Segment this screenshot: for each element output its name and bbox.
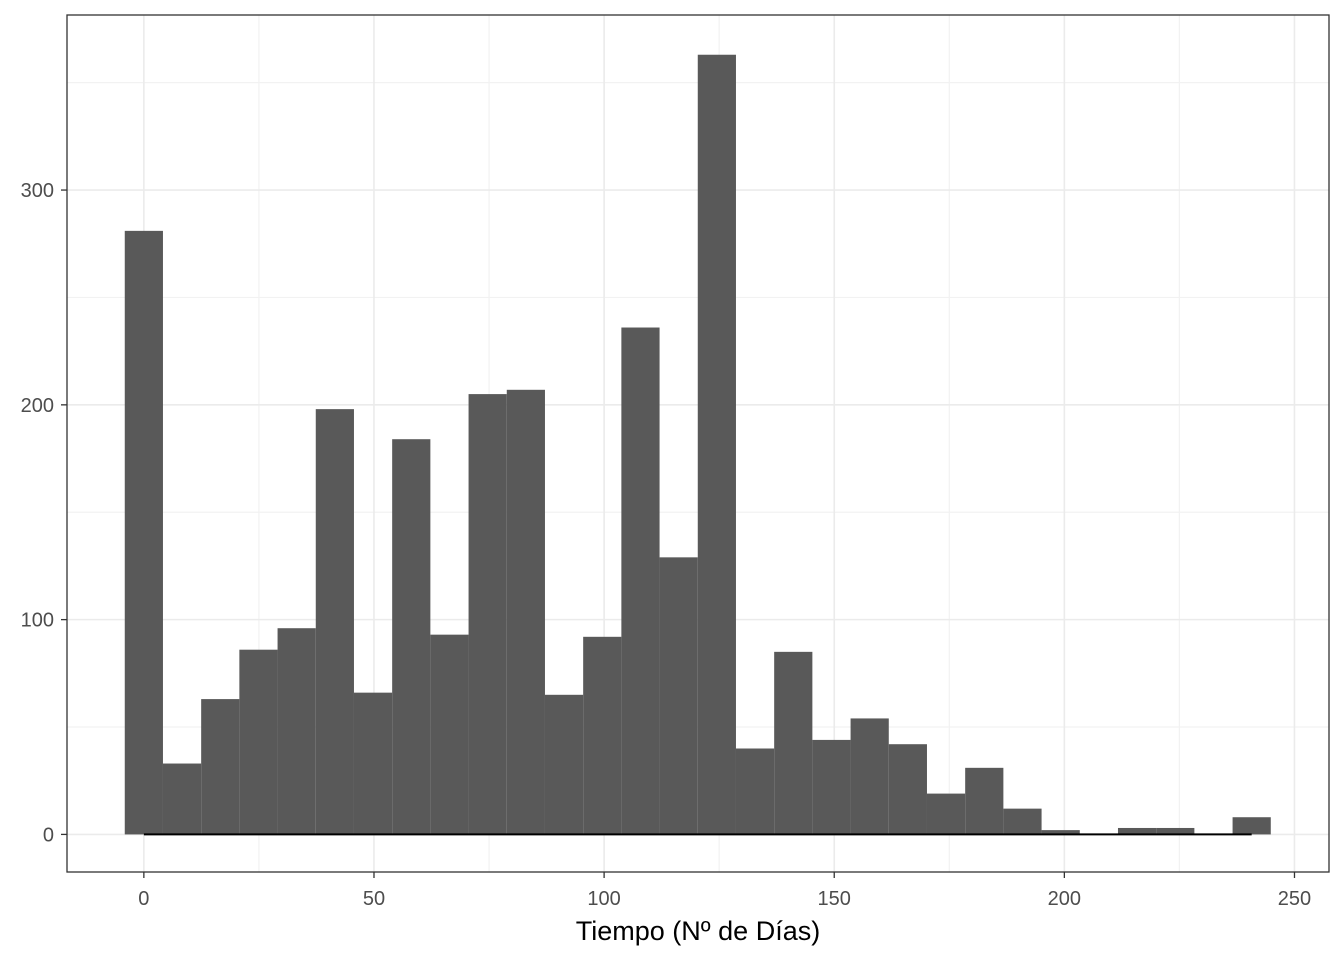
y-axis: 0 100 200 300 [21, 180, 67, 846]
histogram-bar [201, 699, 240, 835]
y-tick-label: 0 [43, 824, 54, 846]
histogram-bar [353, 692, 393, 835]
histogram-bar [1156, 827, 1195, 835]
x-tick-label: 200 [1048, 888, 1081, 910]
histogram-bar [774, 651, 813, 835]
histogram-bar [506, 389, 545, 835]
histogram-bar [124, 230, 163, 835]
histogram-bar [583, 636, 622, 835]
histogram-bar [1232, 817, 1271, 835]
histogram-bar [239, 649, 278, 835]
x-tick-label: 150 [818, 888, 851, 910]
histogram-bar [544, 694, 584, 835]
histogram-bar [1117, 827, 1157, 835]
x-tick-label: 0 [138, 888, 149, 910]
histogram-bar [1041, 830, 1080, 835]
histogram-bars [124, 54, 1271, 835]
histogram-bar [735, 748, 775, 835]
x-tick-label: 100 [587, 888, 620, 910]
histogram-bar [468, 394, 507, 835]
y-tick-label: 100 [21, 610, 54, 632]
y-tick-label: 300 [21, 180, 54, 202]
histogram-bar [430, 634, 469, 835]
histogram-bar [659, 557, 698, 835]
x-axis: 0 50 100 150 200 250 [138, 872, 1311, 910]
histogram-bar [392, 439, 431, 835]
histogram-bar [965, 767, 1004, 835]
y-tick-label: 200 [21, 395, 54, 417]
histogram-bar [926, 793, 966, 835]
histogram-bar [162, 763, 202, 835]
x-tick-label: 50 [363, 888, 385, 910]
histogram-bar [315, 409, 354, 835]
histogram-bar [850, 718, 889, 835]
histogram-bar [697, 54, 736, 835]
x-axis-title: Tiempo (Nº de Días) [576, 916, 820, 946]
x-tick-label: 250 [1278, 888, 1311, 910]
histogram-bar [1003, 808, 1042, 835]
plot-border [66, 14, 1330, 873]
histogram-bar [621, 327, 660, 835]
histogram-bar [277, 628, 316, 835]
histogram-bar [812, 739, 851, 835]
histogram-bar [888, 744, 927, 835]
